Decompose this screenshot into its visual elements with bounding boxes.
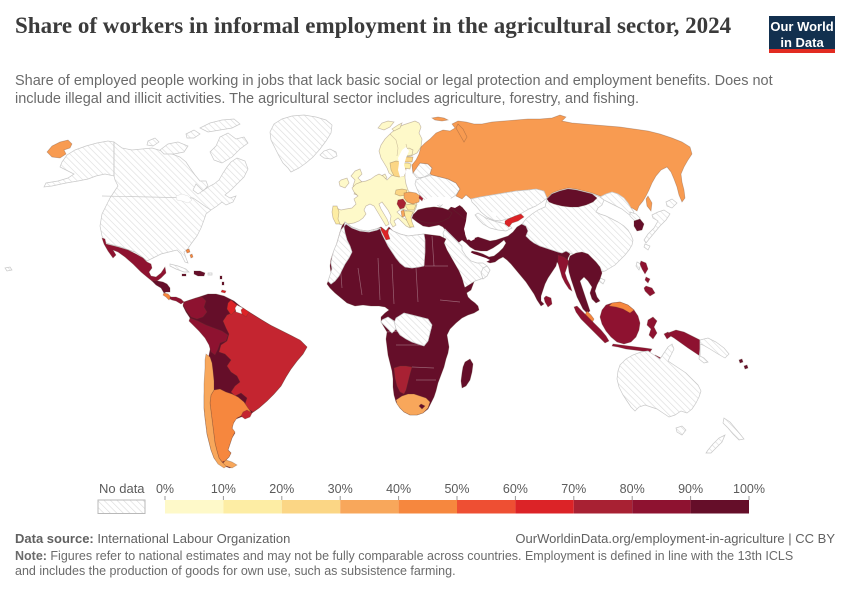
- svg-text:30%: 30%: [328, 482, 353, 496]
- svg-text:10%: 10%: [211, 482, 236, 496]
- svg-text:20%: 20%: [269, 482, 294, 496]
- svg-text:40%: 40%: [386, 482, 411, 496]
- svg-text:60%: 60%: [503, 482, 528, 496]
- svg-text:80%: 80%: [620, 482, 645, 496]
- svg-text:100%: 100%: [733, 482, 765, 496]
- svg-text:90%: 90%: [678, 482, 703, 496]
- svg-text:50%: 50%: [444, 482, 469, 496]
- svg-text:No data: No data: [99, 481, 145, 496]
- svg-text:70%: 70%: [561, 482, 586, 496]
- svg-text:0%: 0%: [156, 482, 174, 496]
